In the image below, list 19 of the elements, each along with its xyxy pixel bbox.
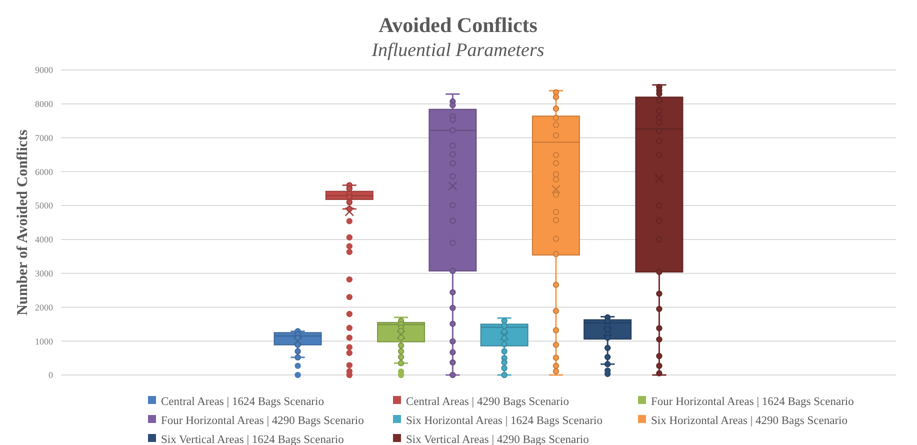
y-tick-label: 3000 bbox=[35, 268, 54, 278]
legend-label: Six Horizontal Areas | 4290 Bags Scenario bbox=[651, 415, 848, 428]
y-tick-label: 1000 bbox=[35, 336, 54, 346]
y-tick-label: 7000 bbox=[35, 132, 54, 143]
legend-label: Four Horizontal Areas | 4290 Bags Scenario bbox=[161, 415, 364, 428]
y-axis-title: Number of Avoided Conflicts bbox=[15, 129, 31, 316]
legend-label: Six Horizontal Areas | 1624 Bags Scenario bbox=[406, 415, 603, 428]
y-tick-label: 2000 bbox=[35, 302, 54, 312]
chart-subtitle: Influential Parameters bbox=[370, 40, 544, 61]
y-tick-label: 8000 bbox=[35, 99, 54, 110]
y-tick-label: 0 bbox=[48, 370, 54, 380]
legend-label: Central Areas | 1624 Bags Scenario bbox=[161, 396, 324, 408]
chart-title: Avoided Conflicts bbox=[378, 13, 538, 37]
y-tick-label: 4000 bbox=[35, 234, 54, 245]
legend-label: Four Horizontal Areas | 1624 Bags Scenario bbox=[651, 396, 854, 408]
legend-label: Central Areas | 4290 Bags Scenario bbox=[406, 396, 570, 408]
y-tick-label: 6000 bbox=[35, 166, 54, 177]
y-tick-label: 9000 bbox=[35, 65, 54, 76]
y-tick-label: 5000 bbox=[35, 200, 54, 211]
